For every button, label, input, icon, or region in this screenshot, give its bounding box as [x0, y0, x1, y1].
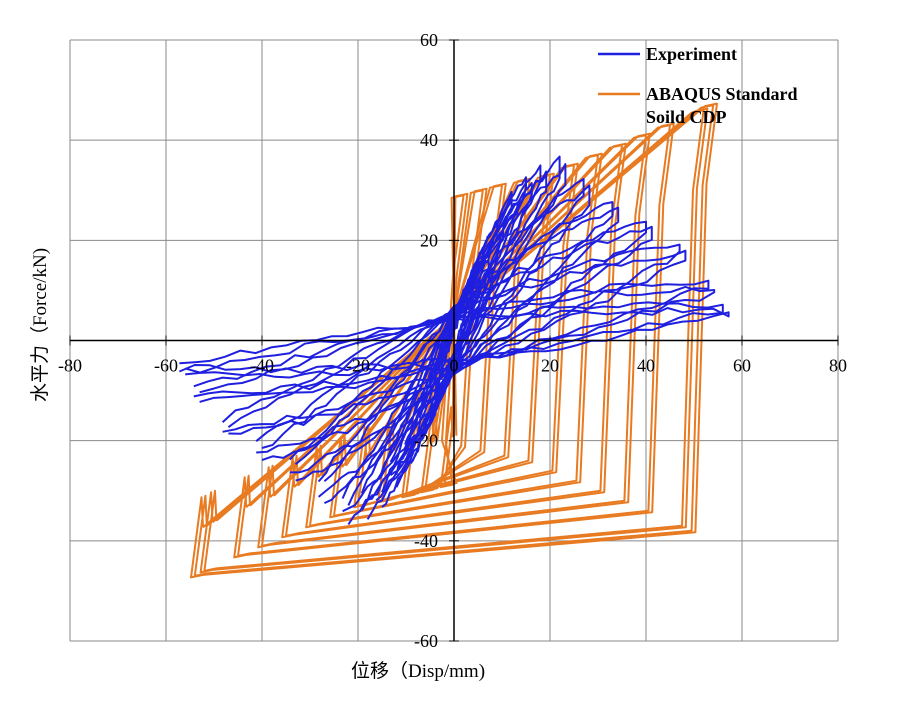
y-tick-label: -60 [414, 631, 438, 651]
sim-loop [257, 132, 651, 549]
legend: Experiment ABAQUS Standard Soild CDP [598, 44, 802, 127]
sim-loop [305, 152, 603, 529]
y-tick-label: -40 [414, 531, 438, 551]
exp-loop [255, 225, 653, 454]
x-tick-label: 20 [541, 356, 559, 376]
exp-loop [221, 249, 687, 433]
exp-loop [193, 285, 716, 398]
exp-loop [261, 220, 647, 462]
exp-loop [289, 206, 620, 474]
sim-loop [233, 122, 675, 559]
series-layer [179, 102, 730, 579]
x-tick-label: -20 [346, 356, 370, 376]
y-tick-label: 20 [420, 230, 438, 250]
tick-labels: -80 -60 -40 -20 0 20 40 60 80 -60 -40 -20 20 40 60 [58, 30, 847, 651]
x-tick-label: 80 [829, 356, 847, 376]
x-tick-label: -80 [58, 356, 82, 376]
y-axis-title: 水平力（Force/kN) [29, 248, 51, 402]
exp-loop [179, 307, 730, 374]
sim-loop [420, 187, 488, 494]
sim-loop [190, 102, 718, 579]
x-tick-label: 60 [733, 356, 751, 376]
y-tick-label: 60 [420, 30, 438, 50]
axes [69, 39, 839, 642]
sim-loop [439, 192, 469, 489]
x-tick-label: 0 [450, 356, 459, 376]
exp-loop [341, 163, 567, 513]
sim-loop [281, 142, 627, 539]
exp-loop [366, 164, 542, 520]
exp-loop [227, 243, 681, 435]
y-tick-label: -20 [414, 431, 438, 451]
legend-label-abaqus: ABAQUS Standard Soild CDP [646, 84, 802, 127]
x-tick-label: 40 [637, 356, 655, 376]
exp-loop [184, 301, 724, 379]
y-tick-label: 40 [420, 130, 438, 150]
x-axis-title: 位移（Disp/mm) [351, 660, 485, 682]
x-tick-label: -60 [154, 356, 178, 376]
legend-label-experiment: Experiment [646, 44, 737, 64]
x-tick-label: -40 [250, 356, 274, 376]
